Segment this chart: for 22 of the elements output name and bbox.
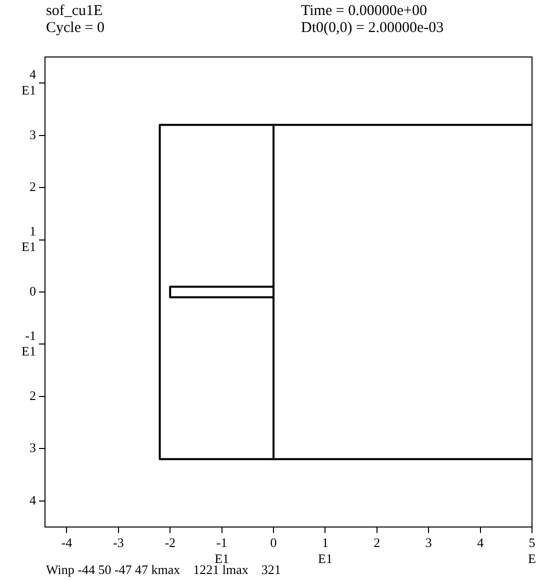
text: Time = 0.00000e+00 — [301, 3, 427, 20]
x-tick-label: 2 — [374, 535, 380, 550]
y-tick-label: 3 — [30, 440, 36, 456]
x-tick-label: -4 — [61, 535, 73, 550]
y-tick-label: 2 — [30, 388, 36, 403]
y-tick-label: 1 E1 — [22, 223, 36, 254]
x-tick-label: 3 — [425, 535, 432, 550]
text: Dt0(0,0) = 2.00000e-03 — [301, 20, 444, 37]
x-tick-label: 5 E — [528, 535, 536, 566]
y-tick-label: 4 E1 — [22, 66, 36, 98]
x-tick-label: 1 E1 — [318, 535, 332, 566]
x-tick-label: 4 — [477, 535, 484, 550]
chart-title: sof_cu1E — [46, 3, 103, 20]
text: Cycle = 0 — [46, 20, 104, 37]
y-tick-label: 4 — [30, 492, 36, 508]
y-tick-label: 3 — [30, 126, 36, 142]
x-tick-label: -3 — [112, 535, 124, 550]
y-tick-label: -1 E1 — [22, 328, 36, 358]
y-tick-label: 2 — [30, 178, 36, 194]
y-tick-label: 0 — [30, 283, 36, 298]
x-tick-label: -2 — [164, 535, 176, 550]
x-tick-label: 0 — [270, 535, 277, 550]
